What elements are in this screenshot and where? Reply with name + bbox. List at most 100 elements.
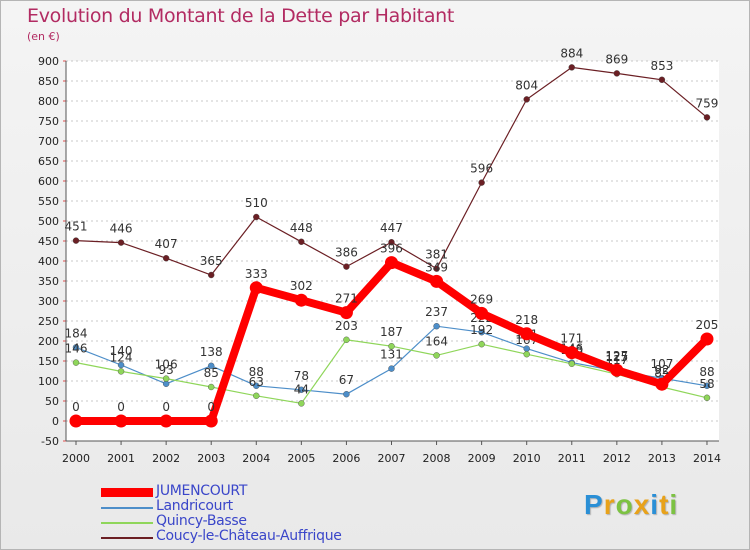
chart-unit: (en €) <box>27 30 60 43</box>
y-tick-label: 600 <box>38 175 59 188</box>
data-point-jumencourt <box>339 306 353 320</box>
data-label-quincy-basse: 63 <box>249 375 264 389</box>
data-label-landricourt: 67 <box>339 373 354 387</box>
data-label-jumencourt: 396 <box>380 242 403 256</box>
data-label-jumencourt: 171 <box>560 332 583 346</box>
data-point-coucy-le-ch-teau-auffrique <box>343 263 350 270</box>
logo-letter: x <box>633 489 651 520</box>
data-label-jumencourt: 205 <box>696 318 719 332</box>
data-point-jumencourt <box>114 414 128 428</box>
logo-letter: i <box>669 489 679 520</box>
x-tick-label: 2004 <box>242 452 270 465</box>
data-point-coucy-le-ch-teau-auffrique <box>253 213 260 221</box>
x-tick-label: 2010 <box>513 452 541 465</box>
x-tick-label: 2009 <box>468 452 496 465</box>
data-point-landricourt <box>433 323 440 330</box>
data-label-coucy-le-ch-teau-auffrique: 381 <box>425 248 448 262</box>
data-label-jumencourt: 349 <box>425 260 448 274</box>
x-tick-label: 2000 <box>62 452 90 465</box>
data-label-landricourt: 107 <box>650 357 673 371</box>
data-point-landricourt <box>208 362 215 369</box>
y-tick-label: 700 <box>38 135 59 148</box>
data-label-jumencourt: 0 <box>72 400 80 414</box>
data-label-landricourt: 131 <box>380 348 403 362</box>
y-tick-label: 900 <box>38 55 59 68</box>
y-tick-label: 50 <box>45 395 59 408</box>
legend-swatch <box>101 507 153 509</box>
data-label-coucy-le-ch-teau-auffrique: 365 <box>200 254 223 268</box>
data-label-quincy-basse: 192 <box>470 323 493 337</box>
data-label-landricourt: 88 <box>249 365 264 379</box>
data-label-jumencourt: 218 <box>515 313 538 327</box>
data-label-jumencourt: 92 <box>654 363 669 377</box>
legend-label: Landricourt <box>156 498 233 514</box>
y-tick-label: 850 <box>38 75 59 88</box>
data-point-landricourt <box>388 365 395 372</box>
data-point-coucy-le-ch-teau-auffrique <box>298 238 305 246</box>
data-point-jumencourt <box>565 346 579 360</box>
data-label-coucy-le-ch-teau-auffrique: 759 <box>696 96 719 110</box>
legend-label: Coucy-le-Château-Auffrique <box>156 528 342 544</box>
legend-label: JUMENCOURT <box>156 483 248 499</box>
data-label-landricourt: 237 <box>425 305 448 319</box>
legend-swatch <box>101 537 153 539</box>
data-label-coucy-le-ch-teau-auffrique: 407 <box>155 237 178 251</box>
data-point-coucy-le-ch-teau-auffrique <box>613 70 621 77</box>
legend: JUMENCOURT Landricourt Quincy-Basse Coucy-l… <box>101 483 401 545</box>
data-point-quincy-basse <box>208 383 215 391</box>
data-label-landricourt: 138 <box>200 345 223 359</box>
data-point-landricourt <box>298 386 305 393</box>
x-tick-label: 2001 <box>107 452 135 465</box>
data-point-jumencourt <box>430 274 444 288</box>
logo-letter: t <box>659 489 670 520</box>
y-tick-label: 350 <box>38 275 59 288</box>
logo-letter: i <box>650 489 660 520</box>
data-point-coucy-le-ch-teau-auffrique <box>208 271 215 279</box>
data-point-jumencourt <box>159 414 173 428</box>
data-label-quincy-basse: 85 <box>204 366 219 380</box>
data-label-quincy-basse: 203 <box>335 319 358 333</box>
data-label-coucy-le-ch-teau-auffrique: 447 <box>380 221 403 235</box>
data-point-quincy-basse <box>72 359 80 366</box>
data-point-quincy-basse <box>478 341 485 348</box>
data-point-coucy-le-ch-teau-auffrique <box>658 76 666 84</box>
data-point-coucy-le-ch-teau-auffrique <box>117 239 125 246</box>
data-label-landricourt: 78 <box>294 369 309 383</box>
data-point-landricourt <box>72 344 80 351</box>
legend-item: Coucy-le-Château-Auffrique <box>101 528 401 545</box>
y-tick-label: 400 <box>38 255 59 268</box>
data-point-quincy-basse <box>523 351 530 358</box>
data-point-quincy-basse <box>703 394 711 401</box>
data-label-coucy-le-ch-teau-auffrique: 451 <box>65 220 88 234</box>
y-tick-label: 200 <box>38 335 59 348</box>
data-point-coucy-le-ch-teau-auffrique <box>433 265 440 272</box>
x-tick-label: 2002 <box>152 452 180 465</box>
data-point-jumencourt <box>655 377 669 391</box>
y-tick-label: 650 <box>38 155 59 168</box>
x-tick-label: 2013 <box>648 452 676 465</box>
data-label-quincy-basse: 58 <box>699 377 714 391</box>
y-tick-label: 300 <box>38 295 59 308</box>
y-tick-label: 800 <box>38 95 59 108</box>
data-point-jumencourt <box>294 293 308 307</box>
y-tick-label: 100 <box>38 375 59 388</box>
y-tick-label: 500 <box>38 215 59 228</box>
data-label-quincy-basse: 187 <box>380 325 403 339</box>
data-point-coucy-le-ch-teau-auffrique <box>523 96 530 103</box>
legend-label: Quincy-Basse <box>156 513 247 529</box>
data-point-quincy-basse <box>298 400 305 407</box>
data-point-coucy-le-ch-teau-auffrique <box>568 64 575 71</box>
data-label-coucy-le-ch-teau-auffrique: 804 <box>515 78 538 92</box>
data-point-quincy-basse <box>388 343 395 350</box>
y-tick-label: -50 <box>41 435 59 448</box>
data-point-landricourt <box>117 361 125 369</box>
data-point-jumencourt <box>475 306 489 320</box>
data-label-quincy-basse: 164 <box>425 334 448 348</box>
x-tick-label: 2003 <box>197 452 225 465</box>
data-label-jumencourt: 0 <box>162 400 170 414</box>
data-label-jumencourt: 302 <box>290 279 313 293</box>
legend-swatch <box>101 522 153 524</box>
data-point-coucy-le-ch-teau-auffrique <box>72 237 80 244</box>
